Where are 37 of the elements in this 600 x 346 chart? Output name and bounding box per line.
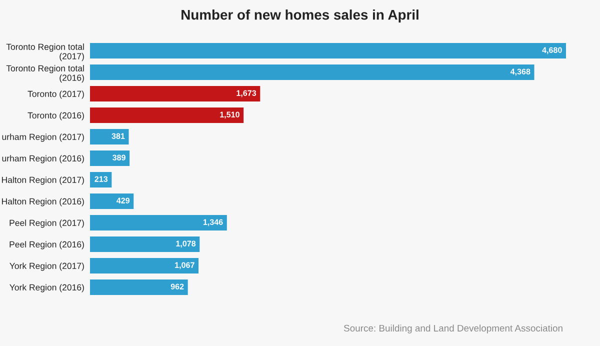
data-label: 1,510 <box>220 112 240 119</box>
y-tick-label: Toronto (2016) <box>28 112 84 120</box>
y-tick-label: Peel Region (2016) <box>10 241 84 250</box>
y-tick-label: Toronto (2017) <box>28 90 84 99</box>
y-tick-label: Halton Region (2016) <box>2 198 84 206</box>
data-label: 1,078 <box>176 240 196 248</box>
bar <box>90 150 130 166</box>
bar <box>90 280 188 295</box>
bar <box>90 43 566 58</box>
data-label: 962 <box>170 284 184 290</box>
bar <box>90 236 200 252</box>
data-label: 429 <box>116 198 130 204</box>
y-tick-label: Toronto Region total (2016) <box>6 65 84 83</box>
source-note: Source: Building and Land Development Association <box>344 324 562 334</box>
bar <box>90 215 227 230</box>
data-label: 213 <box>94 176 108 182</box>
data-label: 1,346 <box>203 219 223 226</box>
y-tick-label: York Region (2016) <box>10 284 84 292</box>
data-label: 1,067 <box>175 262 194 270</box>
bar <box>90 258 199 274</box>
y-tick-label: urham Region (2017) <box>2 134 84 142</box>
chart-title: Number of new homes sales in April <box>182 10 418 22</box>
y-tick-label: York Region (2017) <box>10 262 84 271</box>
y-tick-label: Halton Region (2017) <box>2 176 84 185</box>
data-label: 381 <box>112 133 125 139</box>
y-tick-label: urham Region (2016) <box>2 155 84 164</box>
data-label: 4,680 <box>542 47 562 54</box>
bar <box>90 194 134 209</box>
bar <box>90 64 534 80</box>
y-tick-label: Peel Region (2017) <box>10 220 84 228</box>
y-tick-label: Toronto Region total (2017) <box>6 44 84 62</box>
data-label: 389 <box>112 154 126 160</box>
bar <box>90 108 244 123</box>
bar <box>90 86 260 102</box>
data-label: 1,673 <box>236 90 256 98</box>
data-label: 4,368 <box>510 68 530 76</box>
bar <box>90 129 129 144</box>
